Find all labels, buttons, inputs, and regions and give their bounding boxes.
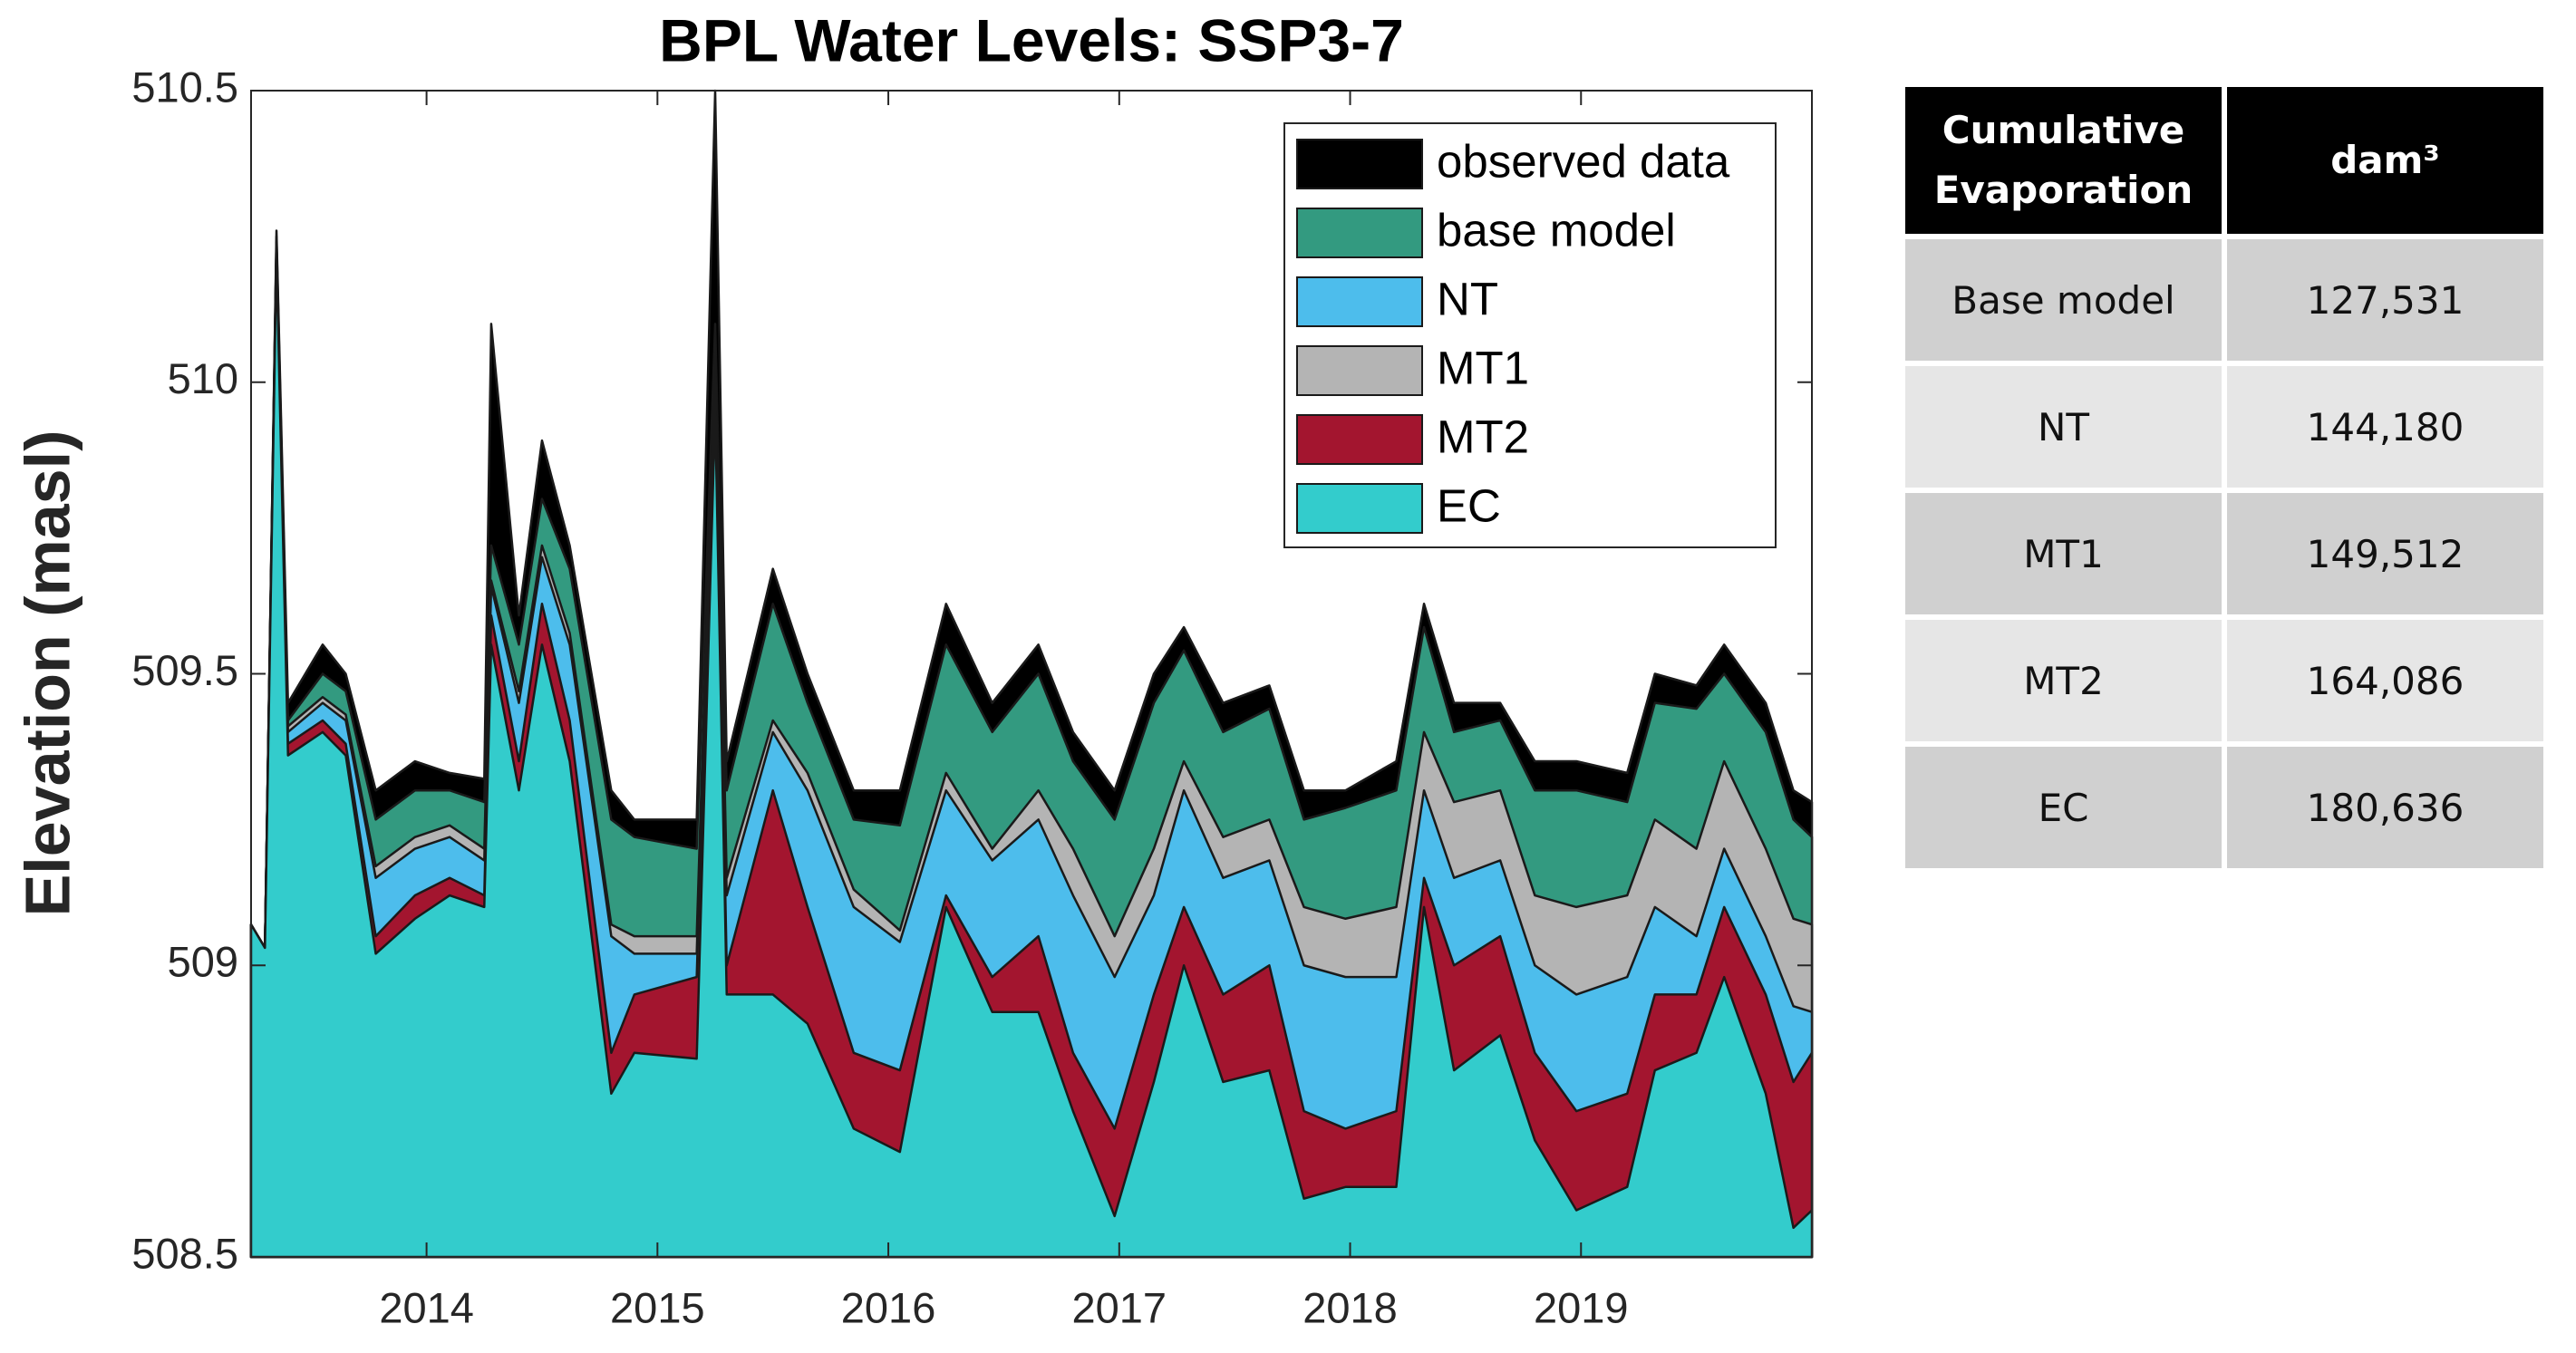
table-cell: 180,636 [2227, 747, 2543, 868]
x-tick-label: 2019 [1534, 1283, 1629, 1331]
x-tick-label: 2016 [841, 1283, 936, 1331]
legend-label: NT [1437, 273, 1498, 324]
table-cell: 144,180 [2227, 366, 2543, 488]
legend-label: observed data [1437, 135, 1730, 187]
table-row: Base model 127,531 [1905, 239, 2543, 361]
table-row: MT2 164,086 [1905, 620, 2543, 741]
y-tick-label: 510.5 [131, 63, 238, 111]
table-cell: 127,531 [2227, 239, 2543, 361]
table-cell: MT1 [1905, 493, 2222, 614]
y-tick-label: 509 [168, 938, 238, 986]
area [249, 252, 1814, 1259]
x-tick-label: 2018 [1303, 1283, 1398, 1331]
y-tick-label: 508.5 [131, 1229, 238, 1277]
table-cell: EC [1905, 747, 2222, 868]
header-cell: dam³ [2227, 87, 2543, 234]
table-cell: MT2 [1905, 620, 2222, 741]
legend-box [1283, 122, 1777, 548]
legend-swatch [1296, 414, 1423, 465]
legend-label: EC [1437, 479, 1501, 531]
legend: observed data base model NT MT1 MT2 EC [1283, 122, 1777, 548]
legend-swatch [1296, 345, 1423, 396]
evaporation-table: Cumulative Evaporation dam³ Base model 12… [1900, 82, 2549, 874]
chart: BPL Water Levels: SSP3-7 Elevation (masl… [12, 6, 1814, 1331]
legend-label: MT2 [1437, 411, 1529, 462]
table-cell: Base model [1905, 239, 2222, 361]
y-axis-label: Elevation (masl) [12, 430, 82, 917]
table-cell: 149,512 [2227, 493, 2543, 614]
legend-swatch [1296, 139, 1423, 189]
legend-label: MT1 [1437, 342, 1529, 393]
chart-title: BPL Water Levels: SSP3-7 [659, 6, 1404, 73]
x-tick-label: 2014 [379, 1283, 474, 1331]
legend-swatch [1296, 208, 1423, 258]
table-cell: NT [1905, 366, 2222, 488]
table-row: NT 144,180 [1905, 366, 2543, 488]
y-tick-label: 510 [168, 354, 238, 402]
x-tick-label: 2017 [1072, 1283, 1167, 1331]
x-tick-label: 2015 [610, 1283, 705, 1331]
y-tick-label: 509.5 [131, 646, 238, 694]
header-cell: Cumulative Evaporation [1905, 87, 2222, 234]
legend-label: base model [1437, 204, 1676, 256]
table-row: EC 180,636 [1905, 747, 2543, 868]
legend-swatch [1296, 276, 1423, 327]
table-row: MT1 149,512 [1905, 493, 2543, 614]
legend-swatch [1296, 483, 1423, 534]
table-cell: 164,086 [2227, 620, 2543, 741]
